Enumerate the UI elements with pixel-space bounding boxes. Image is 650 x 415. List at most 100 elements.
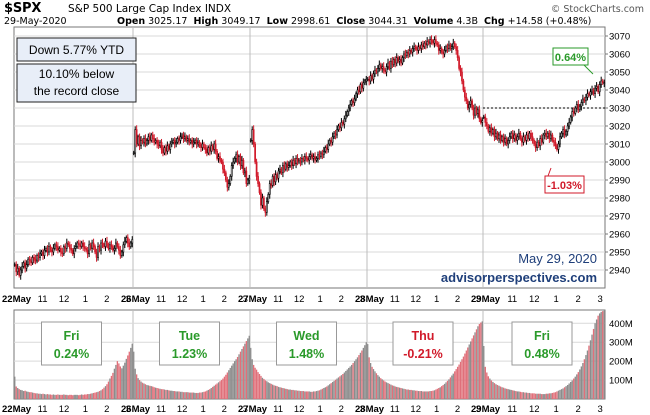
candle-body	[458, 57, 460, 69]
hour-label: 12	[59, 404, 70, 415]
volume-bar	[505, 388, 508, 399]
volume-bar	[233, 361, 236, 399]
candle-body	[545, 132, 548, 138]
volume-bar	[446, 380, 449, 399]
candle-body	[437, 44, 440, 51]
volume-bar	[492, 381, 494, 399]
candle-body	[73, 248, 76, 255]
volume-bar	[353, 361, 356, 399]
volume-bar	[340, 375, 343, 399]
day-change-value: 0.48%	[524, 347, 559, 361]
volume-bar	[367, 344, 369, 399]
candle-body	[571, 111, 574, 118]
volume-bar	[499, 386, 502, 399]
candle-body	[320, 152, 322, 157]
hour-label: 3	[476, 294, 481, 305]
candle-body	[135, 129, 138, 145]
open-label: Open	[117, 16, 146, 27]
volume-bar	[510, 389, 512, 399]
volume-bar	[579, 369, 581, 399]
hour-label: 12	[177, 294, 188, 305]
volume-bar	[318, 390, 321, 399]
volume-bar	[190, 392, 192, 399]
volume-bar	[544, 394, 546, 399]
volume-bar	[585, 355, 587, 399]
volume-bar	[445, 382, 447, 399]
hour-label: 11	[390, 404, 400, 415]
volume-bar	[368, 357, 370, 399]
candle-body	[395, 57, 398, 64]
candle-body	[588, 93, 590, 96]
volume-bar	[54, 394, 56, 399]
volume-bar	[43, 394, 46, 399]
volume-bar	[556, 391, 558, 399]
volume-bar	[28, 392, 31, 399]
candle-body	[455, 46, 458, 51]
volume-bar	[304, 391, 306, 399]
candle-body	[577, 104, 580, 111]
candle-body	[530, 132, 532, 138]
volume-bar	[48, 394, 50, 399]
volume-bar	[73, 394, 75, 399]
hour-label: 12	[529, 404, 540, 415]
volume-bar	[406, 389, 408, 399]
volume-bar	[133, 351, 135, 399]
candle-body	[440, 48, 443, 53]
volume-bar	[217, 382, 220, 399]
candle-body	[36, 255, 38, 262]
volume-bar	[36, 393, 38, 399]
source-label: advisorperspectives.com	[441, 270, 597, 285]
volume-bar	[127, 355, 129, 399]
volume-bar	[220, 380, 223, 399]
volume-bar	[541, 394, 543, 399]
candle-body	[385, 66, 388, 73]
candle-body	[397, 57, 400, 62]
volume-bar	[55, 394, 58, 399]
volume-bar	[14, 376, 16, 399]
candle-body	[432, 41, 434, 44]
candle-body	[554, 141, 557, 147]
candle-body	[525, 134, 528, 141]
volume-bar	[330, 383, 332, 399]
volume-bar	[270, 383, 272, 399]
candle-body	[118, 246, 120, 251]
candle-body	[600, 80, 603, 85]
volume-bar	[20, 389, 22, 399]
candle-body	[71, 249, 74, 255]
candle-body	[107, 244, 110, 249]
volume-bar	[348, 367, 350, 399]
volume-bar	[317, 390, 319, 399]
volume-bar	[436, 388, 438, 399]
hour-label: 3	[597, 404, 602, 415]
volume-bar	[295, 390, 297, 399]
candle-body	[115, 242, 117, 249]
price-tick-label: 2980	[609, 194, 630, 205]
day-label: 27May	[238, 404, 268, 415]
candle-body	[195, 140, 198, 145]
candle-body	[595, 86, 598, 89]
candle-body	[263, 197, 265, 210]
candle-body	[293, 159, 296, 165]
candle-body	[466, 100, 469, 109]
volume-bar	[334, 379, 337, 399]
volume-bar	[589, 340, 592, 399]
volume-bar	[178, 391, 180, 399]
candle-body	[603, 82, 606, 84]
price-tick-label: 2960	[609, 230, 630, 241]
candle-body	[86, 249, 89, 255]
volume-bar	[545, 393, 547, 399]
volume-bar	[141, 382, 144, 399]
volume-bar	[121, 368, 123, 399]
candle-body	[211, 145, 214, 150]
candle-body	[101, 242, 104, 246]
volume-bar	[560, 389, 563, 399]
volume-bar	[134, 368, 136, 399]
day-label: 22May	[2, 404, 32, 415]
volume-bar	[321, 388, 324, 399]
candle-body	[295, 158, 297, 165]
hour-label: 11	[156, 404, 166, 415]
day-change-labels: Fri 0.24% Tue 1.23% Wed 1.48% Thu -0.21% Fri 0.48…	[41, 321, 573, 366]
volume-bar	[562, 388, 564, 399]
candle-body	[91, 242, 93, 249]
